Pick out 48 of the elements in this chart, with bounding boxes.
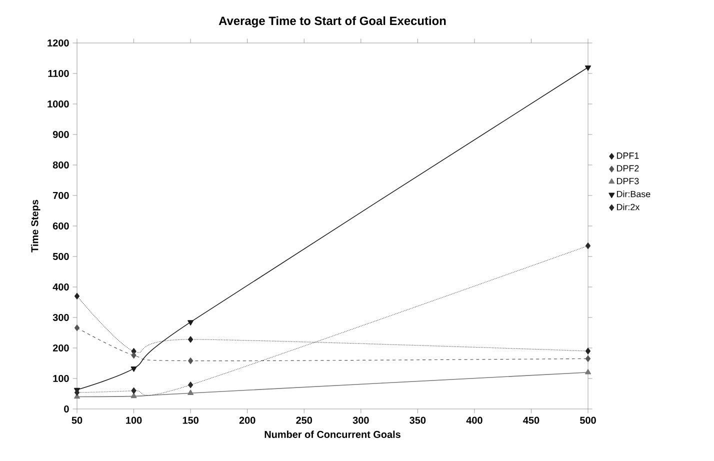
x-tick-label: 500 xyxy=(580,416,596,424)
y-tick-label: 800 xyxy=(52,161,69,169)
point xyxy=(585,242,591,250)
legend-label: Dir:2x xyxy=(616,204,640,210)
point xyxy=(74,292,80,300)
point xyxy=(131,352,136,359)
y-tick-label: 500 xyxy=(52,252,69,260)
legend-label: DPF3 xyxy=(616,178,639,184)
point xyxy=(585,369,591,374)
y-tick-label: 1200 xyxy=(48,39,69,47)
y-tick-label: 200 xyxy=(52,344,69,352)
point xyxy=(585,65,591,71)
y-tick-label: 1100 xyxy=(48,70,69,78)
x-axis-title: Number of Concurrent Goals xyxy=(264,430,400,438)
y-tick-label: 600 xyxy=(52,222,69,230)
x-tick-label: 100 xyxy=(126,416,142,424)
point xyxy=(188,390,194,396)
chart-title: Average Time to Start of Goal Execution xyxy=(218,16,446,28)
y-tick-label: 700 xyxy=(53,192,69,200)
y-tick-label: 100 xyxy=(53,374,69,382)
y-tick-label: 900 xyxy=(52,130,69,138)
legend-label: DPF2 xyxy=(616,165,639,172)
x-tick-label: 450 xyxy=(523,416,540,424)
point xyxy=(74,324,80,332)
point xyxy=(188,382,194,388)
x-tick-label: 300 xyxy=(352,416,369,424)
x-tick-label: 150 xyxy=(182,416,198,424)
y-tick-label: 1000 xyxy=(48,100,69,108)
legend-label: Dir:Base xyxy=(616,190,650,198)
point xyxy=(74,389,80,396)
point xyxy=(188,336,194,343)
point xyxy=(585,355,591,362)
point xyxy=(188,358,194,364)
point xyxy=(131,387,136,394)
y-axis-title: Time Steps xyxy=(30,200,40,252)
y-tick-label: 0 xyxy=(64,405,69,413)
point xyxy=(130,366,137,372)
point xyxy=(188,320,194,326)
y-tick-label: 300 xyxy=(52,314,69,322)
point xyxy=(585,348,591,354)
x-tick-label: 200 xyxy=(239,416,256,424)
x-tick-label: 250 xyxy=(296,416,312,424)
x-tick-label: 350 xyxy=(410,416,426,424)
legend-label: DPF1 xyxy=(616,152,639,159)
x-tick-label: 50 xyxy=(72,416,82,424)
point xyxy=(130,392,137,398)
x-tick-label: 400 xyxy=(466,416,482,424)
y-tick-label: 400 xyxy=(52,283,69,291)
